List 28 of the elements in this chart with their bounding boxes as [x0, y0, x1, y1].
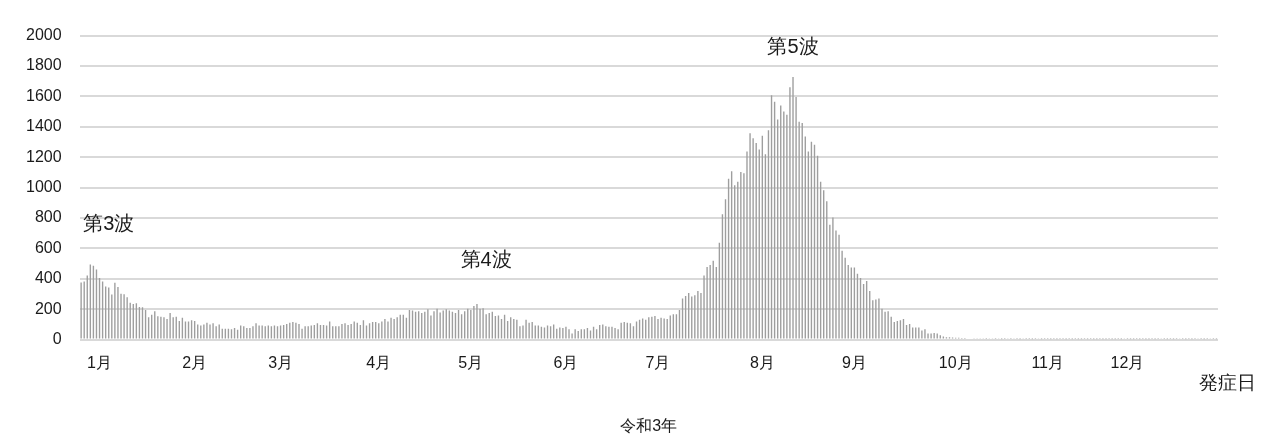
x-tick-label: 11月 [1031, 353, 1064, 371]
y-tick-label: 200 [34, 299, 62, 317]
x-tick-label: 9月 [841, 353, 867, 371]
x-tick-label: 3月 [268, 353, 294, 371]
y-tick-label: 1600 [26, 86, 62, 104]
x-tick-label: 4月 [366, 353, 392, 371]
annotation: 第3波 [83, 211, 135, 234]
y-tick-label: 1400 [26, 117, 62, 135]
y-tick-label: 800 [34, 208, 62, 226]
x-axis-title: 令和3年 [620, 416, 678, 434]
y-tick-label: 400 [34, 269, 62, 287]
annotation: 第5波 [767, 35, 819, 58]
x-tick-label: 2月 [182, 353, 208, 371]
y-tick-label: 1800 [26, 56, 62, 74]
annotation: 第4波 [460, 248, 512, 271]
x-tick-label: 10月 [938, 353, 973, 371]
y-tick-label: 1000 [26, 178, 62, 196]
x-tick-label: 8月 [749, 353, 775, 371]
y-tick-label: 2000 [26, 26, 62, 44]
text: 発症日 [1199, 371, 1256, 393]
x-tick-label: 6月 [553, 353, 579, 371]
x-tick-label: 5月 [458, 353, 484, 371]
x-tick-label: 12月 [1110, 353, 1145, 371]
x-tick-label: 1月 [87, 353, 112, 371]
y-tick-label: 600 [34, 238, 62, 256]
y-tick-label: 0 [52, 330, 62, 348]
x-tick-label: 7月 [645, 353, 671, 371]
y-tick-label: 1200 [26, 147, 62, 165]
